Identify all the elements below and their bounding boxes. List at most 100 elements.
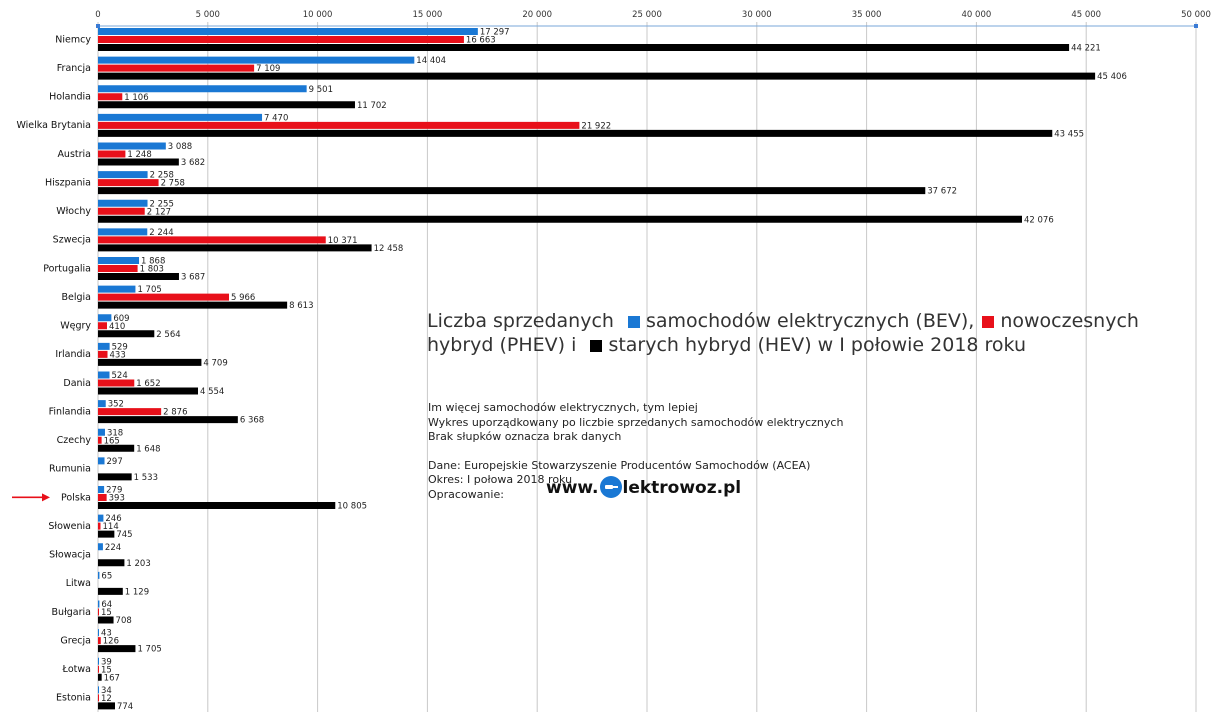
- x-axis-ticks: 0 5 000 10 000 15 000 20 000 25 000 30 000 35 0…: [95, 10, 1211, 20]
- bar: [98, 428, 105, 436]
- bar: [98, 436, 102, 444]
- bar: [98, 387, 199, 395]
- category-label: Portugalia: [43, 263, 91, 274]
- category-label: Węgry: [60, 321, 91, 332]
- data-label: 279: [106, 486, 122, 496]
- x-tick-label: 20 000: [522, 10, 552, 20]
- bar: [98, 72, 1096, 80]
- bar: [98, 93, 123, 101]
- data-label: 21 922: [581, 121, 611, 131]
- bar: [98, 571, 100, 579]
- data-label: 708: [116, 616, 132, 626]
- x-tick-label: 40 000: [962, 10, 992, 20]
- bar: [98, 408, 162, 416]
- bar: [98, 358, 202, 366]
- bar: [98, 301, 288, 309]
- data-label: 65: [101, 571, 112, 581]
- data-label: 297: [107, 457, 123, 467]
- bar: [98, 101, 355, 109]
- data-label: 745: [116, 530, 132, 540]
- bar: [98, 322, 108, 330]
- data-label: 2 258: [150, 171, 174, 181]
- data-label: 1 106: [124, 93, 148, 103]
- category-label: Litwa: [66, 578, 91, 589]
- bar: [98, 457, 105, 465]
- title-part-0: Liczba sprzedanych: [427, 310, 620, 332]
- bar: [98, 400, 106, 408]
- bar: [98, 236, 326, 244]
- data-label: 15: [101, 665, 112, 675]
- data-label: 1 705: [137, 645, 161, 655]
- legend-marker-phev: [982, 316, 995, 328]
- category-label: Słowenia: [48, 521, 91, 532]
- x-tick-label: 50 000: [1181, 10, 1211, 20]
- category-label: Czechy: [57, 435, 92, 446]
- bar: [98, 559, 125, 567]
- data-label: 44 221: [1071, 44, 1101, 54]
- bar: [98, 416, 238, 424]
- data-label: 34: [101, 686, 112, 696]
- category-label: Włochy: [56, 206, 91, 217]
- x-tick-label: 30 000: [742, 10, 772, 20]
- data-label: 2 127: [147, 207, 171, 217]
- category-label: Grecja: [60, 635, 91, 646]
- note-line: Wykres uporządkowany po liczbie sprzedan…: [428, 415, 844, 429]
- bar: [98, 694, 99, 702]
- data-label: 2 255: [150, 199, 174, 209]
- category-label: Francja: [57, 63, 91, 74]
- data-label: 2 876: [163, 408, 187, 418]
- bar: [98, 142, 166, 150]
- data-label: 15: [101, 608, 112, 618]
- bar: [98, 265, 138, 272]
- data-label: 42 076: [1024, 215, 1054, 225]
- data-label: 352: [108, 400, 124, 410]
- axis-handle: [1194, 24, 1198, 28]
- note-line: Brak słupków oznacza brak danych: [428, 430, 622, 443]
- data-label: 126: [103, 637, 119, 647]
- source-line: Okres: I połowa 2018 roku: [428, 473, 573, 486]
- bar: [98, 85, 307, 93]
- data-label: 165: [104, 436, 120, 446]
- bar: [98, 207, 145, 215]
- bar: [98, 702, 115, 710]
- bar: [98, 608, 99, 616]
- bar: [98, 113, 263, 121]
- category-label: Wielka Brytania: [16, 120, 91, 131]
- data-label: 16 663: [466, 36, 496, 46]
- decorations: [12, 24, 1198, 502]
- bar: [98, 64, 255, 72]
- data-label: 12 458: [374, 244, 404, 254]
- data-label: 2 244: [149, 228, 173, 238]
- bar: [98, 587, 123, 595]
- category-label: Bułgaria: [52, 607, 91, 618]
- bar: [98, 244, 372, 252]
- category-label: Irlandia: [55, 349, 91, 360]
- data-label: 524: [112, 371, 128, 381]
- category-label: Dania: [63, 378, 91, 389]
- data-label: 774: [117, 702, 133, 712]
- data-label: 393: [109, 494, 125, 504]
- bar: [98, 371, 110, 379]
- category-label: Austria: [57, 149, 91, 160]
- category-labels: Niemcy Francja Holandia Wielka Brytania Aust…: [16, 34, 91, 703]
- chart-notes: Im więcej samochodów elektrycznych, tym …: [428, 401, 843, 502]
- data-label: 1 203: [126, 559, 150, 569]
- logo-suffix: lektrowoz.pl: [622, 478, 742, 498]
- data-label: 43: [101, 629, 112, 639]
- bar: [98, 629, 99, 637]
- data-label: 8 613: [289, 301, 313, 311]
- bars: [98, 28, 1096, 710]
- grid-lines: [97, 22, 1197, 712]
- data-label: 1 648: [136, 444, 160, 454]
- data-label: 10 805: [337, 502, 367, 512]
- bar: [98, 444, 135, 452]
- data-label: 7 470: [264, 113, 288, 123]
- x-tick-label: 10 000: [303, 10, 333, 20]
- bar: [98, 600, 100, 608]
- data-label: 4 709: [203, 358, 227, 368]
- data-label: 3 088: [168, 142, 192, 152]
- data-label: 11 702: [357, 101, 387, 111]
- bar: [98, 514, 104, 522]
- data-label: 10 371: [328, 236, 358, 246]
